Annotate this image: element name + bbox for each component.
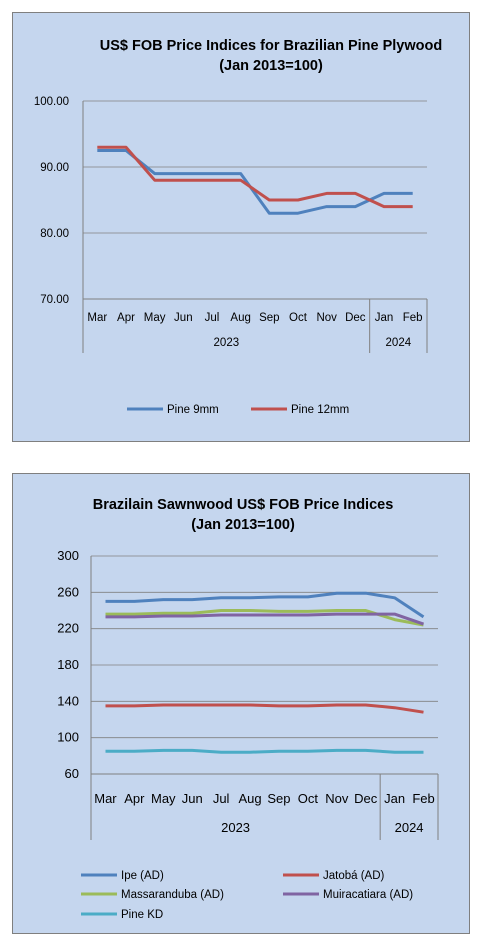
y-tick-label: 260 <box>57 584 79 599</box>
x-tick-label: Feb <box>412 791 434 806</box>
legend-label: Pine KD <box>121 909 163 921</box>
x-tick-label: Apr <box>117 312 135 324</box>
y-tick-label: 180 <box>57 657 79 672</box>
series-line <box>105 591 425 619</box>
chart-title: Brazilain Sawnwood US$ FOB Price Indices <box>93 497 394 513</box>
x-tick-label: Oct <box>298 791 319 806</box>
x-tick-label: Dec <box>354 791 378 806</box>
y-tick-label: 140 <box>57 693 79 708</box>
x-tick-label: Sep <box>259 312 279 324</box>
legend-label: Massaranduba (AD) <box>121 889 224 901</box>
y-tick-label: 220 <box>57 621 79 636</box>
sawnwood-chart-panel: Brazilain Sawnwood US$ FOB Price Indices… <box>12 473 470 934</box>
x-tick-label: May <box>144 312 166 324</box>
chart-subtitle: (Jan 2013=100) <box>219 58 323 74</box>
series-line <box>97 149 413 215</box>
x-tick-label: Jan <box>375 312 394 324</box>
x-tick-label: Mar <box>87 312 107 324</box>
y-tick-label: 100 <box>57 730 79 745</box>
x-tick-label: Aug <box>230 312 250 324</box>
chart-title: US$ FOB Price Indices for Brazilian Pine… <box>100 38 442 54</box>
legend-label: Jatobá (AD) <box>323 870 385 882</box>
series-line <box>97 145 413 209</box>
plywood-chart: US$ FOB Price Indices for Brazilian Pine… <box>34 38 442 416</box>
series-line <box>105 612 424 626</box>
legend-label: Muiracatiara (AD) <box>323 889 413 901</box>
y-tick-label: 80.00 <box>40 228 69 240</box>
x-tick-label: Jun <box>182 791 203 806</box>
x-tick-label: Jul <box>205 312 220 324</box>
x-tick-label: Feb <box>403 312 423 324</box>
legend-label: Pine 12mm <box>291 404 349 416</box>
x-tick-label: Jul <box>213 791 230 806</box>
x-tick-label: Sep <box>267 791 290 806</box>
x-tick-label: Apr <box>124 791 145 806</box>
y-tick-label: 100.00 <box>34 96 69 108</box>
series-line <box>105 609 424 627</box>
legend-label: Ipe (AD) <box>121 870 164 882</box>
x-group-label: 2023 <box>214 337 240 349</box>
plywood-chart-panel: US$ FOB Price Indices for Brazilian Pine… <box>12 12 470 442</box>
y-tick-label: 90.00 <box>40 162 69 174</box>
y-tick-label: 60 <box>65 766 79 781</box>
x-tick-label: Dec <box>345 312 366 324</box>
sawnwood-chart: Brazilain Sawnwood US$ FOB Price Indices… <box>57 497 439 921</box>
y-tick-label: 300 <box>57 548 79 563</box>
x-tick-label: Aug <box>238 791 261 806</box>
x-tick-label: Jan <box>384 791 405 806</box>
chart-subtitle: (Jan 2013=100) <box>191 517 295 533</box>
series-line <box>105 703 424 714</box>
legend-label: Pine 9mm <box>167 404 219 416</box>
y-tick-label: 70.00 <box>40 294 69 306</box>
x-tick-label: Oct <box>289 312 308 324</box>
x-tick-label: Nov <box>325 791 349 806</box>
x-group-label: 2024 <box>395 820 424 835</box>
x-tick-label: Nov <box>316 312 337 324</box>
x-group-label: 2024 <box>386 337 412 349</box>
x-tick-label: May <box>151 791 176 806</box>
x-tick-label: Mar <box>94 791 117 806</box>
x-group-label: 2023 <box>221 820 250 835</box>
series-line <box>105 748 424 754</box>
x-tick-label: Jun <box>174 312 193 324</box>
